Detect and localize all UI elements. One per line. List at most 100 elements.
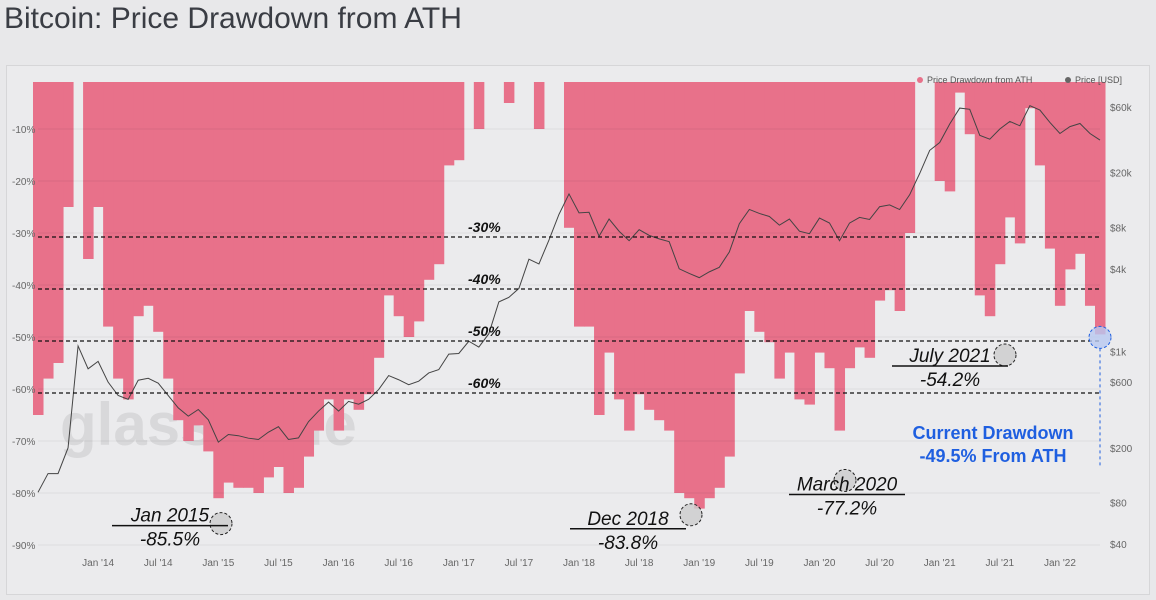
drawdown-bar bbox=[884, 82, 896, 291]
current-drawdown-value: -49.5% From ATH bbox=[919, 446, 1066, 466]
drawdown-bar bbox=[353, 82, 365, 410]
drawdown-bar bbox=[173, 82, 184, 421]
y-left-tick-label: -70% bbox=[12, 437, 35, 448]
drawdown-bar bbox=[964, 82, 976, 135]
annotation-marker bbox=[833, 468, 857, 492]
x-tick-label: Jul '17 bbox=[505, 558, 534, 569]
drawdown-bar bbox=[413, 82, 425, 322]
drawdown-bar bbox=[694, 82, 705, 509]
drawdown-bar bbox=[1084, 82, 1096, 306]
drawdown-bar bbox=[614, 82, 625, 400]
drawdown-bar bbox=[303, 82, 315, 457]
y-right-tick-label: $20k bbox=[1110, 169, 1133, 180]
drawdown-bar bbox=[854, 82, 866, 348]
current-marker bbox=[1088, 325, 1112, 349]
drawdown-bar bbox=[263, 82, 274, 478]
drawdown-bar bbox=[954, 82, 966, 93]
drawdown-bar bbox=[373, 82, 385, 358]
x-tick-label: Jan '21 bbox=[924, 558, 956, 569]
reference-line-label: -50% bbox=[468, 323, 501, 339]
drawdown-bar bbox=[143, 82, 154, 306]
y-right-tick-label: $4k bbox=[1110, 265, 1127, 276]
drawdown-bar bbox=[113, 82, 124, 379]
drawdown-bar bbox=[1004, 82, 1016, 218]
drawdown-bar bbox=[1034, 82, 1046, 166]
y-left-tick-label: -50% bbox=[12, 333, 35, 344]
drawdown-bar bbox=[563, 82, 575, 228]
drawdown-bar bbox=[624, 82, 635, 431]
x-tick-label: Jan '19 bbox=[683, 558, 715, 569]
drawdown-bar bbox=[654, 82, 665, 421]
x-tick-label: Jul '16 bbox=[384, 558, 413, 569]
drawdown-bar bbox=[473, 82, 485, 129]
y-left-tick-label: -90% bbox=[12, 541, 35, 552]
drawdown-bar bbox=[133, 82, 144, 317]
drawdown-bar bbox=[634, 82, 645, 395]
y-right-tick-label: $40 bbox=[1110, 540, 1127, 551]
drawdown-bar bbox=[53, 82, 64, 363]
drawdown-bar bbox=[794, 82, 805, 400]
drawdown-bar bbox=[724, 82, 735, 457]
drawdown-bar bbox=[944, 82, 956, 192]
x-tick-label: Jul '18 bbox=[625, 558, 654, 569]
x-tick-label: Jan '20 bbox=[804, 558, 836, 569]
current-drawdown-label: Current Drawdown bbox=[912, 423, 1073, 443]
drawdown-bar bbox=[714, 82, 725, 488]
drawdown-bar bbox=[453, 82, 465, 161]
legend-drawdown-swatch bbox=[917, 77, 923, 83]
reference-line-label: -60% bbox=[468, 375, 501, 391]
drawdown-bar bbox=[994, 82, 1006, 265]
drawdown-bar bbox=[223, 82, 234, 483]
annotation-date: Jan 2015 bbox=[130, 506, 210, 527]
x-tick-label: Jul '20 bbox=[865, 558, 894, 569]
legend-price-swatch bbox=[1065, 77, 1071, 83]
drawdown-bar bbox=[283, 82, 294, 493]
drawdown-bar bbox=[674, 82, 685, 493]
legend-drawdown-label: Price Drawdown from ATH bbox=[927, 75, 1032, 85]
annotation-marker bbox=[209, 512, 233, 536]
drawdown-bar bbox=[423, 82, 435, 280]
drawdown-bar bbox=[163, 82, 174, 379]
drawdown-bar bbox=[293, 82, 304, 488]
drawdown-bar bbox=[984, 82, 996, 317]
y-left-tick-label: -30% bbox=[12, 229, 35, 240]
drawdown-bar bbox=[704, 82, 715, 499]
x-tick-label: Jan '17 bbox=[443, 558, 475, 569]
y-right-tick-label: $8k bbox=[1110, 223, 1127, 234]
y-left-tick-label: -60% bbox=[12, 385, 35, 396]
y-right-tick-label: $60k bbox=[1110, 103, 1133, 114]
drawdown-bar bbox=[393, 82, 405, 317]
drawdown-bar bbox=[503, 82, 515, 103]
drawdown-bar bbox=[323, 82, 335, 400]
x-tick-label: Jan '15 bbox=[202, 558, 234, 569]
drawdown-bar bbox=[233, 82, 244, 488]
drawdown-bar bbox=[574, 82, 585, 327]
drawdown-bar bbox=[734, 82, 745, 374]
drawdown-bar bbox=[894, 82, 906, 311]
drawdown-bar bbox=[644, 82, 655, 410]
drawdown-bar bbox=[934, 82, 946, 181]
drawdown-bar bbox=[874, 82, 886, 301]
annotation-value: -85.5% bbox=[140, 530, 200, 551]
y-left-tick-label: -40% bbox=[12, 281, 35, 292]
drawdown-bar bbox=[273, 82, 284, 467]
x-tick-label: Jan '14 bbox=[82, 558, 114, 569]
x-tick-label: Jul '15 bbox=[264, 558, 293, 569]
drawdown-bar bbox=[63, 82, 74, 207]
drawdown-bar bbox=[1094, 82, 1106, 335]
reference-line-label: -40% bbox=[468, 271, 501, 287]
drawdown-bar bbox=[123, 82, 134, 400]
drawdown-bar bbox=[814, 82, 825, 353]
x-tick-label: Jan '22 bbox=[1044, 558, 1076, 569]
drawdown-bar bbox=[103, 82, 114, 327]
drawdown-bar bbox=[203, 82, 214, 452]
chart-title: Bitcoin: Price Drawdown from ATH bbox=[4, 2, 462, 35]
drawdown-bar bbox=[153, 82, 164, 332]
drawdown-bar bbox=[253, 82, 264, 493]
y-right-tick-label: $1k bbox=[1110, 348, 1127, 359]
drawdown-bar bbox=[313, 82, 325, 431]
drawdown-bar bbox=[533, 82, 545, 129]
drawdown-bar bbox=[804, 82, 815, 405]
y-right-tick-label: $200 bbox=[1110, 444, 1133, 455]
